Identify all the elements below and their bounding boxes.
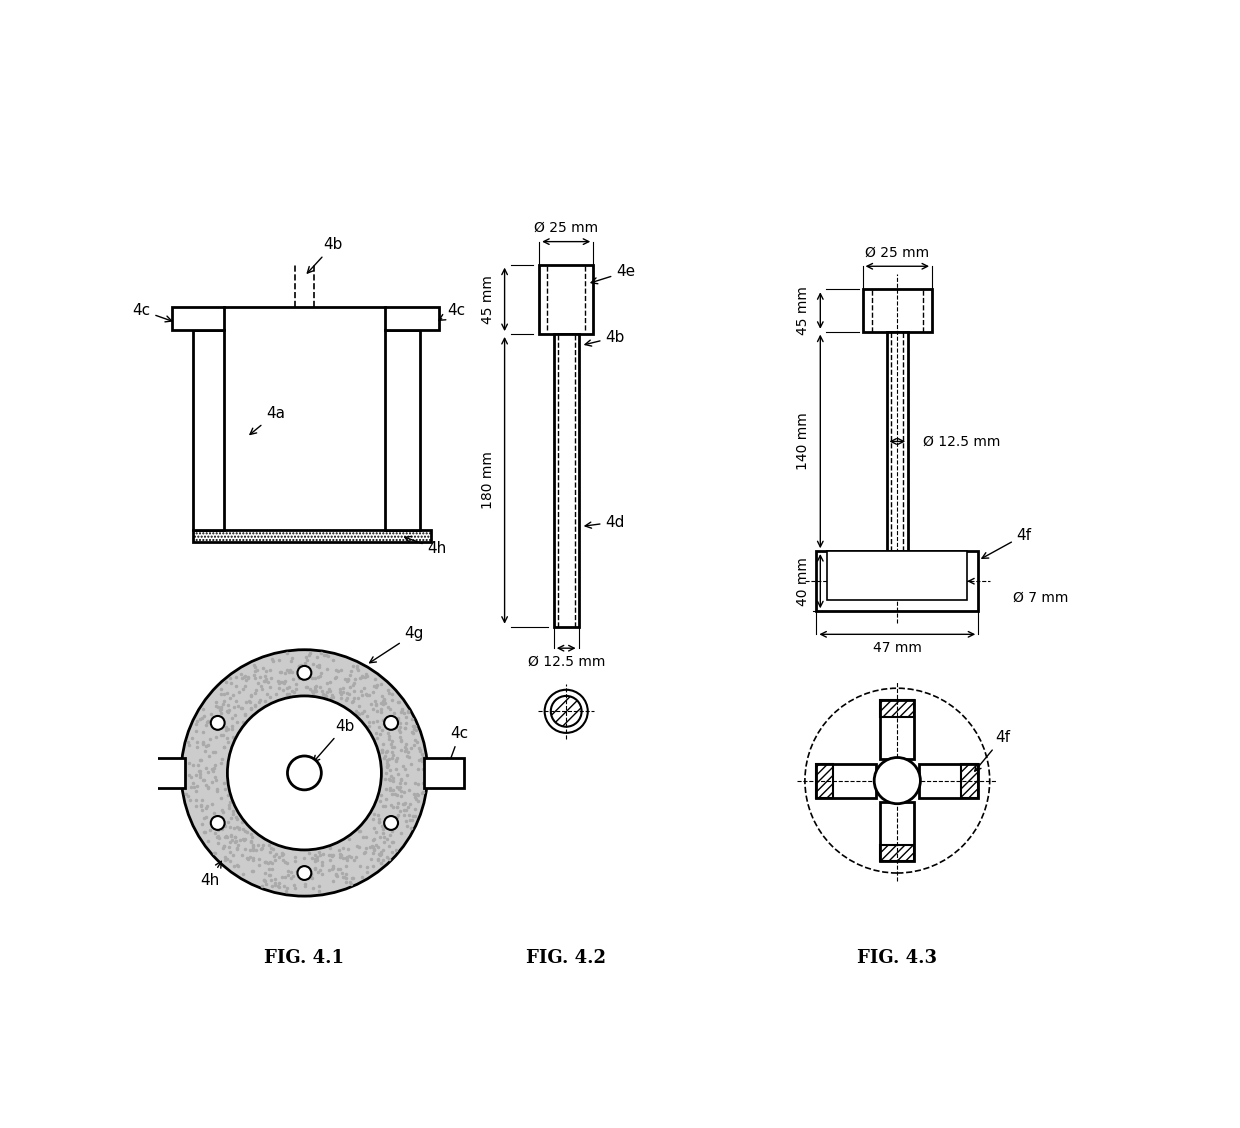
Text: 4f: 4f [982, 528, 1032, 558]
Bar [145, 758, 185, 787]
Text: FIG. 4.2: FIG. 4.2 [526, 949, 606, 967]
Text: 47 mm: 47 mm [873, 641, 921, 655]
Text: 4b: 4b [308, 237, 343, 273]
Circle shape [874, 758, 920, 804]
Text: 4c: 4c [448, 726, 469, 765]
Text: 4f: 4f [975, 730, 1011, 772]
Circle shape [298, 666, 311, 680]
Bar [880, 802, 914, 862]
Circle shape [544, 689, 588, 733]
Text: FIG. 4.3: FIG. 4.3 [857, 949, 937, 967]
Bar [887, 332, 908, 552]
Text: 4g: 4g [370, 626, 424, 663]
Text: Ø 12.5 mm: Ø 12.5 mm [527, 655, 605, 669]
Bar [880, 699, 914, 759]
Circle shape [227, 696, 382, 849]
Text: Ø 25 mm: Ø 25 mm [866, 246, 929, 259]
Bar [172, 307, 223, 331]
Text: Ø 25 mm: Ø 25 mm [534, 221, 598, 235]
Bar [961, 764, 978, 797]
Bar [539, 265, 593, 334]
Bar [554, 334, 579, 627]
Bar [816, 764, 833, 797]
Bar [880, 845, 914, 862]
Circle shape [181, 650, 428, 896]
Text: 180 mm: 180 mm [481, 451, 495, 509]
Circle shape [211, 716, 224, 730]
Circle shape [288, 756, 321, 790]
Text: Ø 7 mm: Ø 7 mm [1013, 591, 1068, 605]
Text: 45 mm: 45 mm [796, 287, 811, 335]
Text: FIG. 4.1: FIG. 4.1 [264, 949, 345, 967]
Bar [192, 530, 432, 541]
Circle shape [384, 716, 398, 730]
Bar [192, 331, 223, 530]
Bar [386, 307, 439, 331]
Text: 45 mm: 45 mm [481, 275, 495, 324]
Circle shape [298, 866, 311, 880]
Text: 4a: 4a [250, 406, 285, 434]
Text: 4h: 4h [201, 862, 221, 888]
Bar [386, 331, 420, 530]
Bar [827, 552, 967, 600]
Bar [919, 764, 978, 797]
Text: 40 mm: 40 mm [796, 557, 811, 606]
Text: 4b: 4b [585, 329, 625, 346]
Bar [880, 699, 914, 716]
Text: 4e: 4e [591, 264, 635, 284]
Bar [863, 290, 932, 332]
Text: 4c: 4c [133, 302, 171, 321]
Text: 4d: 4d [585, 514, 625, 529]
Text: 4c: 4c [439, 302, 465, 320]
Circle shape [384, 816, 398, 830]
Text: 4h: 4h [404, 537, 446, 556]
Text: 4b: 4b [314, 719, 355, 761]
Bar [816, 552, 978, 611]
Text: 140 mm: 140 mm [796, 413, 811, 470]
Bar [424, 758, 464, 787]
Text: Ø 12.5 mm: Ø 12.5 mm [924, 434, 1001, 449]
Circle shape [211, 816, 224, 830]
Bar [816, 764, 875, 797]
